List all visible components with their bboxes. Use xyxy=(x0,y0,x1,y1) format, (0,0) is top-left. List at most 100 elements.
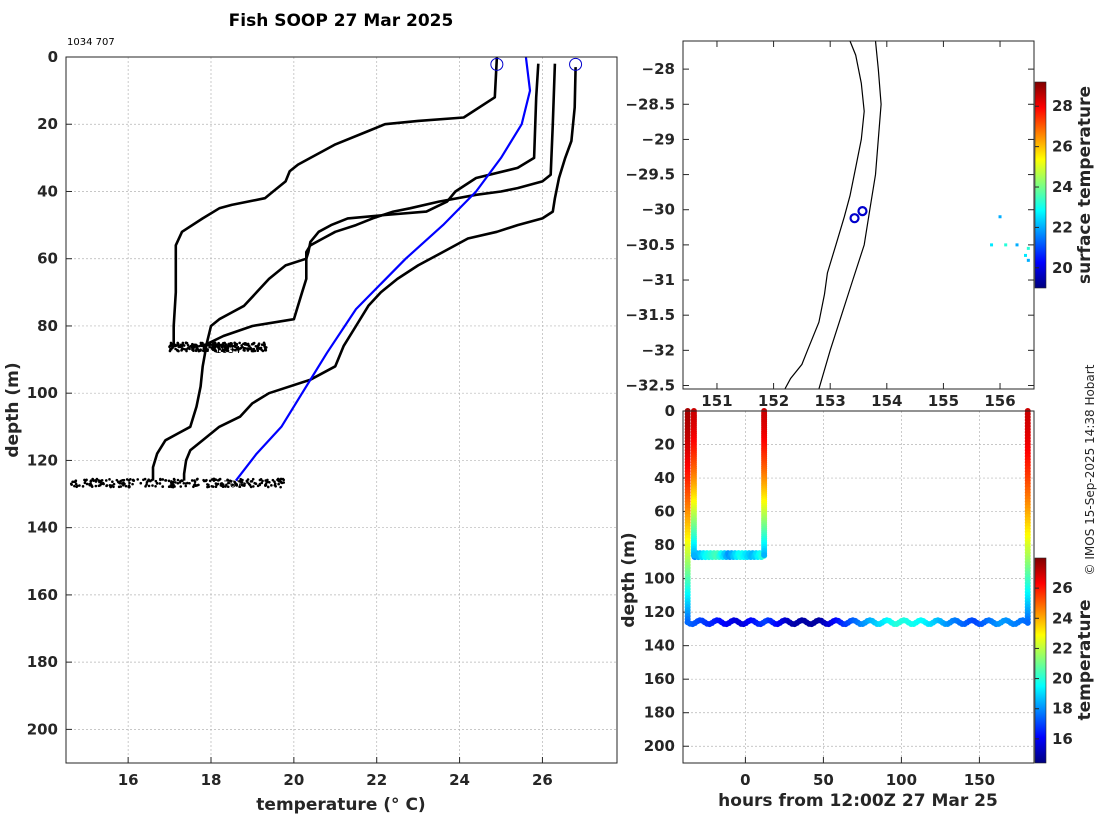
profile-xtick-label: 24 xyxy=(449,771,470,789)
depth-time-frame xyxy=(682,410,1035,764)
profile-scatter-point xyxy=(109,484,112,488)
depth-time-cast-point xyxy=(1024,619,1031,626)
profile-scatter-point xyxy=(143,477,147,481)
profile-scatter-point xyxy=(215,483,218,487)
profile-annotations: 1034 707 1034 707 xyxy=(67,37,243,490)
profile-scatter-point xyxy=(174,347,177,351)
depth-time-ytick-label: 40 xyxy=(654,469,675,487)
profile-scatter-point xyxy=(73,484,76,488)
profile-scatter-point xyxy=(213,341,217,345)
profile-scatter-point xyxy=(158,482,162,485)
profile-ytick-label: 40 xyxy=(37,182,58,200)
profile-scatter-point xyxy=(261,479,264,483)
depth-time-cast-point xyxy=(690,552,697,559)
profile-scatter-point xyxy=(240,483,243,487)
profile-scatter-point xyxy=(229,342,232,346)
profile-scatter-point xyxy=(144,485,147,488)
temperature-colorbar-tick-label: 22 xyxy=(1052,639,1073,657)
profile-scatter-point xyxy=(168,345,171,348)
profile-scatter-point xyxy=(184,482,188,485)
profile-scatter-point xyxy=(252,485,255,488)
profile-scatter-point xyxy=(169,341,173,345)
profile-xtick-label: 18 xyxy=(201,771,222,789)
profile-scatter-point xyxy=(179,485,183,488)
profile-scatter-point xyxy=(277,479,281,483)
depth-time-ytick-label: 140 xyxy=(644,637,675,655)
profile-scatter-point xyxy=(97,479,100,482)
profile-scatter-point xyxy=(154,484,157,488)
surface-temperature-pixel xyxy=(1004,243,1008,247)
profile-scatter-point xyxy=(115,478,119,482)
profile-line xyxy=(202,63,557,348)
profile-scatter-point xyxy=(242,348,246,352)
profile-scatter-point xyxy=(250,479,254,483)
profile-scatter-point xyxy=(262,344,266,347)
depth-time-ytick-label: 200 xyxy=(644,737,675,755)
profile-xtick-label: 26 xyxy=(532,771,553,789)
profile-scatter-point xyxy=(127,484,131,487)
profile-ytick-label: 100 xyxy=(27,384,58,402)
profile-scatter-point xyxy=(253,481,256,485)
profile-scatter-point xyxy=(243,343,247,346)
temperature-colorbar-tick-label: 24 xyxy=(1052,609,1073,627)
profile-scatter-point xyxy=(281,481,284,485)
profile-scatter-point xyxy=(202,478,205,482)
profile-scatter-point xyxy=(247,344,251,347)
profile-scatter-point xyxy=(226,347,229,351)
profile-ytick-label: 200 xyxy=(27,720,58,738)
profile-scatter-point xyxy=(217,342,220,345)
profile-scatter-point xyxy=(256,349,260,353)
profile-scatter-point xyxy=(264,483,268,487)
profile-annotation: 1034 707 xyxy=(67,37,115,48)
profile-scatter-point xyxy=(184,341,188,345)
profile-scatter-point xyxy=(132,479,136,482)
profile-scatter-point xyxy=(251,342,255,345)
profile-scatter-point xyxy=(191,342,194,346)
profile-annotation: 707 xyxy=(223,479,242,490)
map-xtick-label: 155 xyxy=(928,392,959,410)
profile-scatter-point xyxy=(204,479,208,483)
profile-scatter-point xyxy=(212,477,215,481)
profile-scatter-point xyxy=(256,347,259,350)
profile-scatter-point xyxy=(155,482,159,485)
surface-colorbar-tick-label: 20 xyxy=(1052,259,1073,277)
profile-scatter-point xyxy=(239,477,242,481)
profile-scatter-point xyxy=(122,483,125,487)
profile-scatter-point xyxy=(250,349,254,353)
profile-scatter-point xyxy=(233,348,237,352)
profile-scatter-point xyxy=(248,347,252,351)
profile-scatter-point xyxy=(262,341,266,345)
profile-scatter-point xyxy=(199,349,202,352)
surface-temperature-pixel xyxy=(998,215,1002,219)
profile-scatter-point xyxy=(185,348,188,351)
profile-frame xyxy=(65,56,618,764)
depth-time-xtick-label: 150 xyxy=(964,771,995,789)
profile-scatter-point xyxy=(192,349,195,353)
surface-colorbar-tick-label: 24 xyxy=(1052,178,1073,196)
profile-scatter-point xyxy=(258,478,262,482)
profile-scatter-point xyxy=(89,480,93,483)
profile-scatter-point xyxy=(167,479,171,483)
profile-scatter-point xyxy=(210,347,214,350)
profile-scatter-point xyxy=(131,482,134,486)
surface-temperature-pixel xyxy=(1026,258,1030,262)
temperature-colorbar-tick-label: 16 xyxy=(1052,730,1073,748)
profile-scatter-point xyxy=(218,477,222,481)
profile-scatter-point xyxy=(224,343,227,347)
profile-scatter-point xyxy=(184,484,188,488)
map-ticks: −28 −28.5 −29 −29.5 −30 −30.5 −31 −31.5 −32 −32.5… xyxy=(625,41,1034,410)
profile-scatter-point xyxy=(264,479,267,482)
profile-scatter-point xyxy=(273,480,276,483)
map-xtick-label: 156 xyxy=(984,392,1015,410)
surface-marker xyxy=(490,57,504,71)
map-ytick-label: −30 xyxy=(642,201,675,219)
profile-scatter-point xyxy=(199,344,203,347)
profile-scatter-point xyxy=(182,481,186,485)
profile-scatter-point xyxy=(207,483,210,487)
surface-colorbar-tick-label: 22 xyxy=(1052,218,1073,236)
profile-scatter-point xyxy=(231,344,234,348)
profile-scatter-point xyxy=(161,485,164,488)
profile-annotation: 1034 xyxy=(215,345,240,356)
profile-scatter-point xyxy=(108,478,111,481)
depth-time-ytick-label: 160 xyxy=(644,670,675,688)
